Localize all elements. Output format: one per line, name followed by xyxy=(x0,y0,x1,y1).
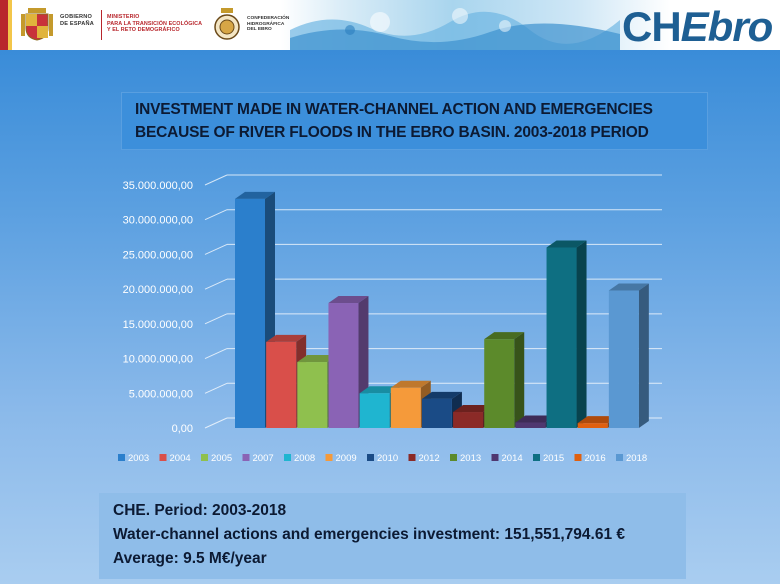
legend-swatch-2018 xyxy=(616,454,623,461)
gridline-depth xyxy=(204,348,228,360)
legend-swatch-2003 xyxy=(118,454,125,461)
legend-swatch-2013 xyxy=(450,454,457,461)
legend-label-2003: 2003 xyxy=(128,453,149,464)
y-tick-label: 0,00 xyxy=(172,423,193,435)
legend-swatch-2016 xyxy=(574,454,582,461)
ministry-label: MINISTERIO PARA LA TRANSICIÓN ECOLÓGICA … xyxy=(107,14,203,34)
y-tick-label: 30.000.000,00 xyxy=(123,215,193,227)
y-tick-label: 35.000.000,00 xyxy=(123,180,193,192)
legend-label-2007: 2007 xyxy=(253,453,274,464)
summary-total-investment: Water-channel actions and emergencies in… xyxy=(113,526,626,543)
chart-title-box: INVESTMENT MADE IN WATER-CHANNEL ACTION … xyxy=(121,92,708,150)
legend-label-2012: 2012 xyxy=(419,453,440,464)
summary-box: CHE. Period: 2003-2018 Water-channel act… xyxy=(99,493,686,579)
legend-label-2005: 2005 xyxy=(211,453,232,464)
legend-label-2018: 2018 xyxy=(626,453,647,464)
bar-2015 xyxy=(546,240,587,428)
gridline-depth xyxy=(204,174,228,186)
water-splash-image xyxy=(290,8,620,50)
gridline-depth xyxy=(204,417,228,429)
legend-swatch-2004 xyxy=(159,454,167,461)
legend-swatch-2008 xyxy=(284,454,291,461)
legend-swatch-2010 xyxy=(367,454,374,461)
chart-title-line-1: INVESTMENT MADE IN WATER-CHANNEL ACTION … xyxy=(135,101,653,118)
legend-swatch-2005 xyxy=(201,454,208,461)
chebro-logo: CHEbro xyxy=(622,3,773,50)
legend-swatch-2014 xyxy=(491,454,499,461)
y-tick-label: 15.000.000,00 xyxy=(123,319,193,331)
legend-swatch-2009 xyxy=(325,454,333,461)
y-tick-label: 10.000.000,00 xyxy=(123,354,193,366)
header-separator xyxy=(101,10,102,40)
chart-title-line-2: BECAUSE OF RIVER FLOODS IN THE EBRO BASI… xyxy=(135,124,649,141)
coat-of-arms-icon xyxy=(21,8,53,41)
legend-label-2009: 2009 xyxy=(336,453,357,464)
header-banner: GOBIERNO DE ESPAÑA MINISTERIO PARA LA TR… xyxy=(0,0,780,50)
legend-label-2014: 2014 xyxy=(502,453,523,464)
gridline-depth xyxy=(204,243,228,255)
gridline-depth xyxy=(204,209,228,221)
legend-swatch-2012 xyxy=(408,454,416,461)
flag-stripe-red xyxy=(0,0,8,50)
y-tick-label: 5.000.000,00 xyxy=(129,388,193,400)
legend-swatch-2007 xyxy=(242,454,250,461)
summary-average: Average: 9.5 M€/year xyxy=(113,550,267,567)
gridline-depth xyxy=(204,382,228,394)
legend-label-2010: 2010 xyxy=(377,453,398,464)
legend-label-2013: 2013 xyxy=(460,453,481,464)
legend-label-2008: 2008 xyxy=(294,453,315,464)
confederation-seal-icon xyxy=(214,8,240,40)
y-tick-label: 25.000.000,00 xyxy=(123,249,193,261)
summary-period: CHE. Period: 2003-2018 xyxy=(113,502,287,519)
bar-2013 xyxy=(484,332,525,428)
bar-2018 xyxy=(608,283,649,428)
government-label: GOBIERNO DE ESPAÑA xyxy=(60,14,95,27)
gridline-depth xyxy=(204,313,228,325)
legend-label-2015: 2015 xyxy=(543,453,564,464)
y-tick-label: 20.000.000,00 xyxy=(123,284,193,296)
legend-swatch-2015 xyxy=(533,454,540,461)
confederation-label: CONFEDERACIÓN HIDROGRÁFICA DEL EBRO xyxy=(247,16,290,33)
gridline-depth xyxy=(204,278,228,290)
legend-label-2004: 2004 xyxy=(170,453,191,464)
legend-label-2016: 2016 xyxy=(585,453,606,464)
investment-bar-chart: 0,00 5.000.000,00 10.000.000,00 15.000.000,… xyxy=(118,174,662,464)
flag-stripe-yellow xyxy=(8,0,12,50)
